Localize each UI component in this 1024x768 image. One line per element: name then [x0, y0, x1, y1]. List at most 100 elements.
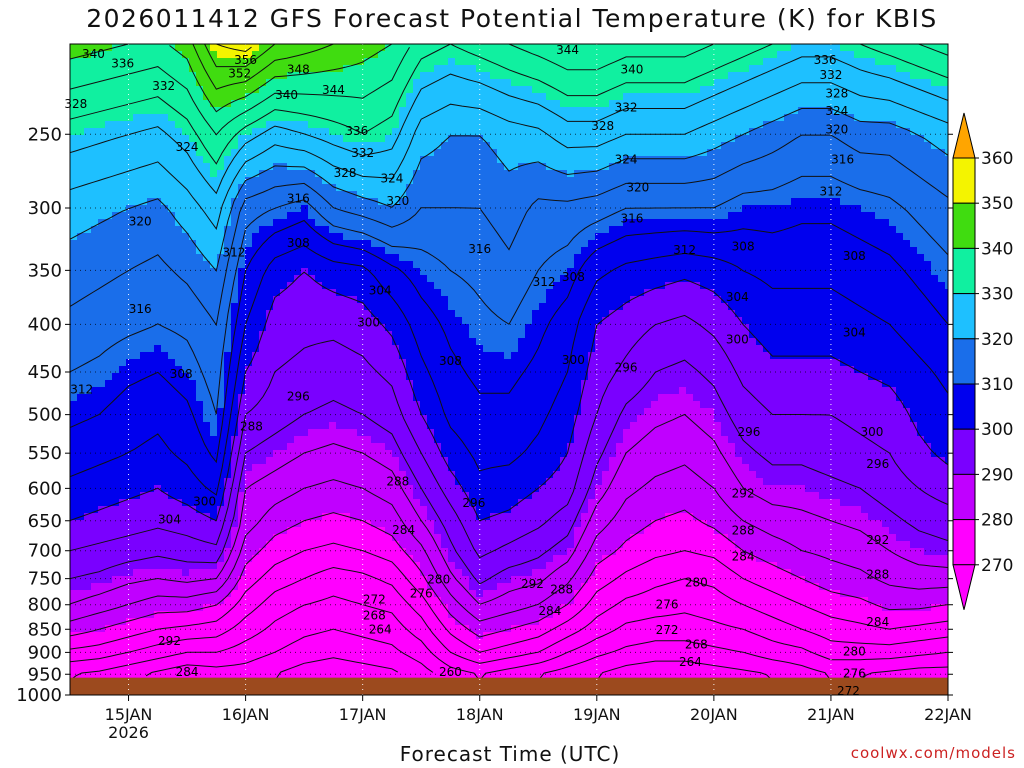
- contour-label: 292: [732, 487, 755, 501]
- contour-label: 288: [386, 475, 409, 489]
- contour-label: 336: [814, 53, 837, 67]
- contour-label: 308: [439, 354, 462, 368]
- contour-label: 312: [819, 184, 842, 198]
- contour-line: [70, 82, 948, 230]
- colorbar-label: 300: [981, 420, 1013, 440]
- contour-line: [70, 44, 773, 165]
- contour-line: [70, 44, 129, 60]
- contour-line: [70, 219, 948, 464]
- contour-label: 284: [866, 615, 889, 629]
- contour-label: 276: [656, 598, 679, 612]
- contour-label: 340: [275, 88, 298, 102]
- y-tick-label: 800: [28, 595, 62, 616]
- contour-line: [216, 44, 252, 53]
- x-tick-label: 15JAN: [105, 705, 153, 724]
- contour-line: [508, 44, 715, 71]
- y-tick-label: 400: [28, 314, 62, 335]
- x-tick-label: 22JAN: [924, 705, 972, 724]
- contour-label: 340: [82, 47, 105, 61]
- contour-label: 324: [380, 172, 403, 186]
- contour-line: [192, 44, 334, 90]
- contour-line: [145, 628, 434, 677]
- contour-label: 324: [615, 152, 638, 166]
- contour-label: 288: [240, 420, 263, 434]
- contour-label: 316: [831, 152, 854, 166]
- contour-label: 308: [732, 240, 755, 254]
- x-tick-label: 17JAN: [339, 705, 387, 724]
- colorbar-extend-bottom: [952, 564, 976, 610]
- contour-label: 316: [620, 212, 643, 226]
- contour-label: 272: [837, 684, 860, 698]
- colorbar-swatch: [952, 202, 976, 249]
- contour-label: 332: [819, 68, 842, 82]
- contour-line: [70, 595, 948, 682]
- contour-label: 280: [685, 575, 708, 589]
- contour-label: 268: [685, 638, 708, 652]
- contour-label: 312: [673, 243, 696, 257]
- colorbar-label: 340: [981, 239, 1013, 259]
- contour-label: 300: [860, 425, 883, 439]
- contour-label: 332: [152, 79, 175, 93]
- contour-label: 272: [656, 623, 679, 637]
- colorbar-label: 280: [981, 511, 1013, 531]
- colorbar-label: 290: [981, 465, 1013, 485]
- contour-label: 304: [158, 513, 181, 527]
- contour-label: 320: [386, 194, 409, 208]
- colorbar-swatch: [952, 383, 976, 430]
- contour-line: [70, 271, 948, 522]
- contour-label: 284: [732, 549, 755, 563]
- credit-text: coolwx.com/models: [850, 744, 1016, 762]
- contour-line: [70, 509, 948, 638]
- contour-label: 296: [287, 389, 310, 403]
- colorbar-label: 320: [981, 330, 1013, 350]
- contour-label: 316: [129, 302, 152, 316]
- y-tick-label: 350: [28, 260, 62, 281]
- contour-label: 344: [322, 83, 345, 97]
- contour-line: [70, 175, 948, 415]
- y-tick-label: 900: [28, 642, 62, 663]
- colorbar-swatch: [952, 338, 976, 385]
- colorbar-swatch: [952, 473, 976, 521]
- colorbar-swatch: [952, 428, 976, 475]
- contour-label: 304: [843, 325, 866, 339]
- y-tick-label: 1000: [16, 685, 62, 706]
- contour-label: 328: [64, 97, 87, 111]
- colorbar-swatch: [952, 247, 976, 295]
- contour-line: [70, 56, 948, 195]
- y-tick-label: 750: [28, 569, 62, 590]
- contour-label: 340: [620, 62, 643, 76]
- contour-label: 276: [843, 666, 866, 680]
- colorbar-extend-top: [952, 112, 976, 159]
- contour-line: [70, 566, 948, 664]
- colorbar-swatch: [952, 293, 976, 340]
- contour-label: 300: [562, 353, 585, 367]
- contour-label: 276: [410, 586, 433, 600]
- contour-label: 264: [369, 622, 392, 636]
- contour-label: 304: [726, 290, 749, 304]
- contour-line: [596, 660, 773, 681]
- contour-label: 332: [351, 146, 374, 160]
- contour-label: 336: [111, 57, 134, 71]
- colorbar-label: 310: [981, 375, 1013, 395]
- y-tick-label: 950: [28, 664, 62, 685]
- y-tick-label: 500: [28, 405, 62, 426]
- contour-label: 300: [357, 315, 380, 329]
- colorbar-swatch: [952, 519, 976, 566]
- contour-label: 328: [825, 86, 848, 100]
- contour-label: 324: [176, 140, 199, 154]
- contour-label: 356: [234, 53, 257, 67]
- plot-frame: [69, 43, 949, 696]
- contour-label: 312: [533, 275, 556, 289]
- contour-label: 280: [843, 644, 866, 658]
- contour-label: 300: [193, 495, 216, 509]
- contour-label: 328: [334, 166, 357, 180]
- contour-label: 288: [550, 582, 573, 596]
- colorbar-label: 330: [981, 285, 1013, 305]
- y-tick-label: 850: [28, 619, 62, 640]
- contour-label: 316: [468, 242, 491, 256]
- terrain-ground: [70, 677, 948, 695]
- contour-line: [204, 44, 276, 68]
- contour-label: 312: [70, 383, 93, 397]
- colorbar-swatch: [952, 157, 976, 204]
